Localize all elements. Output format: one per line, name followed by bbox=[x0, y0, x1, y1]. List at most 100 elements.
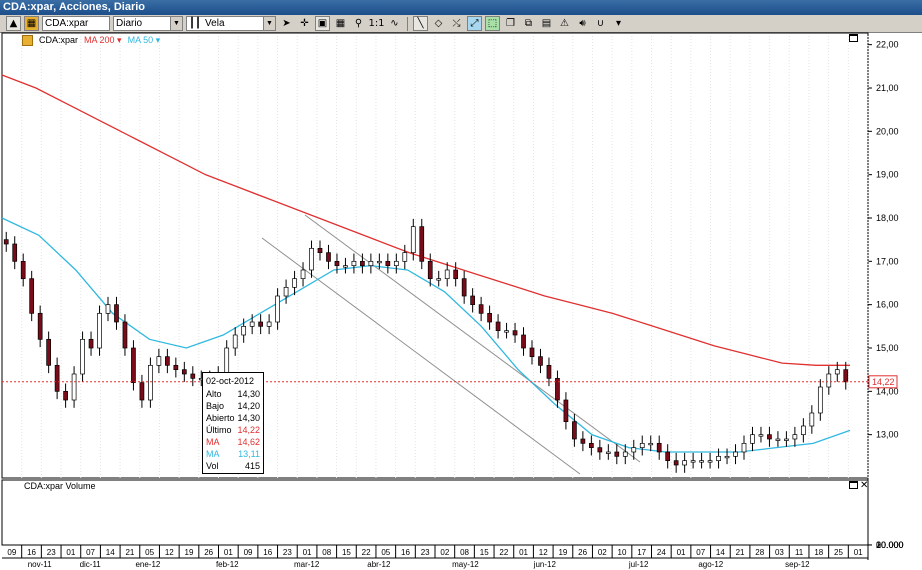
candle-body bbox=[843, 369, 849, 383]
date-tick-label: 22 bbox=[362, 548, 371, 557]
crosshair-icon[interactable]: ✛ bbox=[300, 18, 309, 29]
symbol-field-value: CDA:xpar bbox=[45, 18, 89, 29]
chart-style-select[interactable]: ┃┃ Vela ▼ bbox=[186, 16, 276, 31]
candle-body bbox=[758, 434, 764, 437]
report-icon[interactable]: ▤ bbox=[541, 18, 552, 29]
candle-body bbox=[521, 334, 526, 349]
trend-channel-line bbox=[304, 214, 641, 463]
trendline-icon[interactable]: ╲ bbox=[413, 16, 428, 31]
expand-icon[interactable]: ⤢ bbox=[467, 16, 482, 31]
date-tick-label: 08 bbox=[322, 548, 331, 557]
price-tick-label: 22,00 bbox=[876, 40, 899, 50]
candle-body bbox=[292, 278, 297, 288]
date-tick-label: 02 bbox=[598, 548, 607, 557]
month-label: feb-12 bbox=[216, 560, 239, 569]
alert-icon[interactable]: ⚠ bbox=[560, 18, 569, 29]
date-tick-label: 08 bbox=[460, 548, 469, 557]
ma200-line bbox=[1, 74, 850, 366]
volume-pane-maximize-button[interactable] bbox=[849, 481, 858, 489]
grid-icon[interactable]: ▦ bbox=[335, 18, 346, 29]
pointer-icon[interactable]: ➤ bbox=[282, 18, 291, 29]
candle-body bbox=[665, 451, 671, 462]
candle-body bbox=[495, 321, 501, 332]
eraser-icon[interactable]: ◇ bbox=[434, 18, 443, 29]
collapse-button[interactable]: ▲ bbox=[6, 16, 21, 31]
indicator-icon[interactable]: ∿ bbox=[390, 18, 399, 29]
window-toggle-icon[interactable]: ▣ bbox=[315, 16, 330, 31]
candle-body bbox=[453, 269, 459, 280]
candle-body bbox=[266, 321, 272, 327]
auto-trend-icon[interactable]: ⤯ bbox=[452, 18, 461, 29]
candle-body bbox=[343, 265, 348, 268]
price-tick-label: 17,00 bbox=[876, 256, 899, 266]
date-tick-label: 11 bbox=[795, 548, 804, 557]
period-select[interactable]: Diario ▼ bbox=[113, 16, 183, 31]
compare-icon[interactable]: ⧉ bbox=[524, 18, 533, 29]
last-price-label: 14,22 bbox=[872, 377, 895, 387]
price-tick-label: 18,00 bbox=[876, 213, 899, 223]
candle-body bbox=[258, 321, 263, 327]
price-tick-label: 16,00 bbox=[876, 300, 899, 310]
row-value: 14,30 bbox=[237, 413, 260, 423]
row-value: 14,30 bbox=[237, 389, 260, 399]
date-tick-label: 23 bbox=[47, 548, 56, 557]
legend-ma200[interactable]: MA 200 ▾ bbox=[84, 34, 122, 45]
candle-body bbox=[249, 321, 255, 327]
date-tick-label: 01 bbox=[519, 548, 528, 557]
candle-body bbox=[775, 438, 781, 441]
candle-body bbox=[80, 338, 85, 375]
candle-body bbox=[690, 460, 696, 463]
candle-body bbox=[699, 460, 704, 463]
volume-pane-frame bbox=[1, 479, 869, 546]
date-tick-label: 12 bbox=[539, 548, 548, 557]
magnet-icon[interactable]: ∪ bbox=[596, 18, 605, 29]
fit-icon[interactable]: ⬚ bbox=[485, 16, 500, 31]
price-tick-label: 21,00 bbox=[876, 83, 899, 93]
candle-body bbox=[656, 442, 662, 453]
row-value: 14,22 bbox=[237, 425, 260, 435]
data-window-date: 02-oct-2012 bbox=[206, 376, 255, 386]
last-price-badge bbox=[868, 375, 898, 389]
overflow-icon[interactable]: ▾ bbox=[615, 18, 622, 29]
date-tick-label: 18 bbox=[814, 548, 823, 557]
candle-body bbox=[385, 260, 391, 267]
volume-pane-title: CDA:xpar Volume bbox=[24, 481, 96, 491]
price-pane-maximize-button[interactable] bbox=[849, 34, 858, 42]
candle-body bbox=[131, 347, 136, 384]
candle-body bbox=[419, 226, 425, 262]
candle-body bbox=[283, 286, 289, 297]
price-tick-label: 14,00 bbox=[876, 386, 899, 396]
legend-ma50[interactable]: MA 50 ▾ bbox=[127, 34, 161, 45]
copy-icon[interactable]: ❐ bbox=[506, 18, 515, 29]
sound-icon[interactable]: 🔊︎ bbox=[579, 18, 586, 29]
symbol-icon-button[interactable]: ▦ bbox=[24, 16, 39, 31]
candle-body bbox=[148, 364, 153, 401]
candle-body bbox=[114, 304, 119, 323]
candle-body bbox=[563, 399, 569, 423]
candle-body bbox=[402, 252, 408, 262]
candle-body bbox=[334, 260, 340, 267]
zoom-icon[interactable]: ⚲ bbox=[354, 18, 363, 29]
candle-body bbox=[71, 373, 77, 401]
legend-symbol[interactable]: CDA:xpar bbox=[39, 35, 79, 45]
symbol-color-icon bbox=[22, 34, 33, 46]
candle-body bbox=[589, 442, 594, 449]
period-select-value: Diario bbox=[116, 18, 143, 29]
volume-pane-close-button[interactable]: ✕ bbox=[860, 480, 869, 491]
month-label: jul-12 bbox=[628, 560, 649, 569]
date-tick-label: 09 bbox=[7, 548, 16, 557]
month-label: nov-11 bbox=[28, 560, 52, 569]
row-label: Alto bbox=[206, 389, 222, 399]
scale-icon[interactable]: 1:1 bbox=[368, 18, 385, 29]
date-tick-label: 01 bbox=[854, 548, 863, 557]
candle-body bbox=[368, 260, 374, 267]
symbol-field[interactable]: CDA:xpar bbox=[42, 16, 110, 31]
candle-body bbox=[181, 369, 187, 375]
candle-body bbox=[639, 442, 645, 449]
candle-body bbox=[156, 356, 162, 366]
chevron-down-icon: ▼ bbox=[263, 17, 275, 30]
date-tick-label: 19 bbox=[185, 548, 194, 557]
candle-body bbox=[631, 447, 637, 453]
month-label: mar-12 bbox=[294, 560, 320, 569]
